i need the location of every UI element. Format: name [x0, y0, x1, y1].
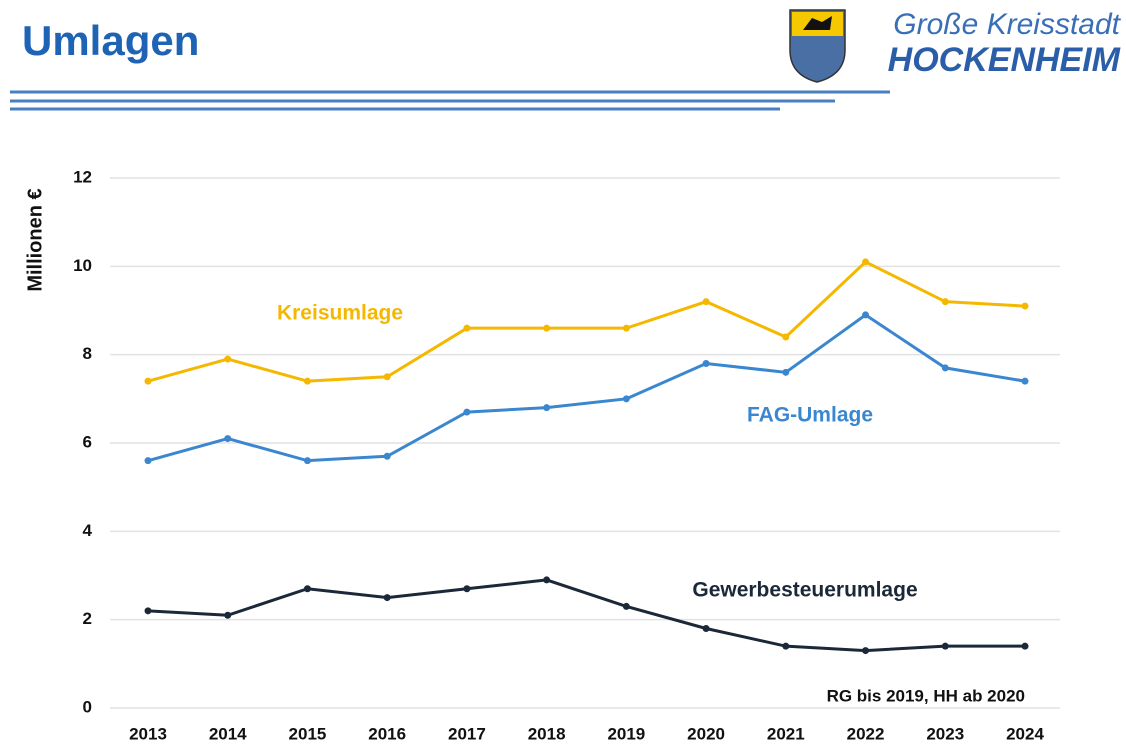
data-point — [862, 258, 870, 266]
data-point — [383, 373, 391, 381]
x-tick-label: 2015 — [289, 724, 327, 743]
x-tick-label: 2019 — [607, 724, 645, 743]
data-point — [941, 364, 949, 372]
slide-title: Umlagen — [22, 17, 199, 64]
data-point — [782, 368, 790, 376]
x-tick-label: 2024 — [1006, 724, 1044, 743]
y-tick-label: 10 — [73, 256, 92, 275]
data-point — [383, 452, 391, 460]
data-point — [622, 602, 630, 610]
data-point — [224, 355, 232, 363]
y-tick-label: 8 — [83, 344, 92, 363]
data-point — [463, 324, 471, 332]
data-point — [144, 377, 152, 385]
y-tick-label: 6 — [83, 432, 92, 451]
data-point — [782, 333, 790, 341]
logo: Große Kreisstadt HOCKENHEIM — [789, 8, 1122, 83]
data-point — [1021, 302, 1029, 310]
data-point — [463, 585, 471, 593]
data-point — [543, 324, 551, 332]
data-point — [144, 457, 152, 465]
x-tick-label: 2022 — [847, 724, 885, 743]
data-point — [1021, 642, 1029, 650]
logo-line2: HOCKENHEIM — [888, 41, 1121, 79]
series-label: Kreisumlage — [277, 302, 403, 325]
x-tick-label: 2018 — [528, 724, 566, 743]
series-line — [147, 313, 1026, 463]
y-tick-label: 2 — [83, 609, 92, 628]
series-label: FAG-Umlage — [747, 404, 873, 427]
header-rules — [10, 90, 890, 111]
y-tick-label: 0 — [83, 697, 92, 716]
x-tick-label: 2021 — [767, 724, 805, 743]
data-point — [862, 647, 870, 655]
data-point — [1021, 377, 1029, 385]
data-point — [941, 642, 949, 650]
data-point — [782, 642, 790, 650]
x-tick-label: 2014 — [209, 724, 247, 743]
series-label: Gewerbesteuerumlage — [692, 579, 917, 602]
data-point — [303, 585, 311, 593]
data-point — [543, 404, 551, 412]
annotation: RG bis 2019, HH ab 2020 — [827, 686, 1025, 705]
data-point — [224, 435, 232, 443]
x-tick-label: 2023 — [926, 724, 964, 743]
data-point — [303, 457, 311, 465]
data-point — [144, 607, 152, 615]
x-tick-label: 2020 — [687, 724, 725, 743]
logo-line1: Große Kreisstadt — [893, 8, 1121, 41]
data-point — [702, 625, 710, 632]
data-point — [303, 377, 311, 385]
x-tick-label: 2013 — [129, 724, 167, 743]
data-point — [622, 395, 630, 403]
data-point — [702, 360, 710, 367]
y-axis-label: Millionen € — [24, 188, 46, 291]
data-point — [862, 311, 870, 319]
data-point — [941, 298, 949, 306]
y-tick-label: 4 — [83, 521, 93, 540]
data-point — [224, 611, 232, 619]
data-point — [463, 408, 471, 416]
data-point — [702, 298, 710, 306]
series-line — [147, 260, 1026, 383]
series-line — [147, 578, 1025, 653]
data-point — [543, 576, 551, 584]
data-point — [622, 324, 630, 332]
data-point — [383, 594, 391, 602]
x-tick-label: 2016 — [368, 724, 406, 743]
y-tick-label: 12 — [73, 167, 92, 186]
x-tick-label: 2017 — [448, 724, 486, 743]
logo-lion — [803, 16, 832, 30]
